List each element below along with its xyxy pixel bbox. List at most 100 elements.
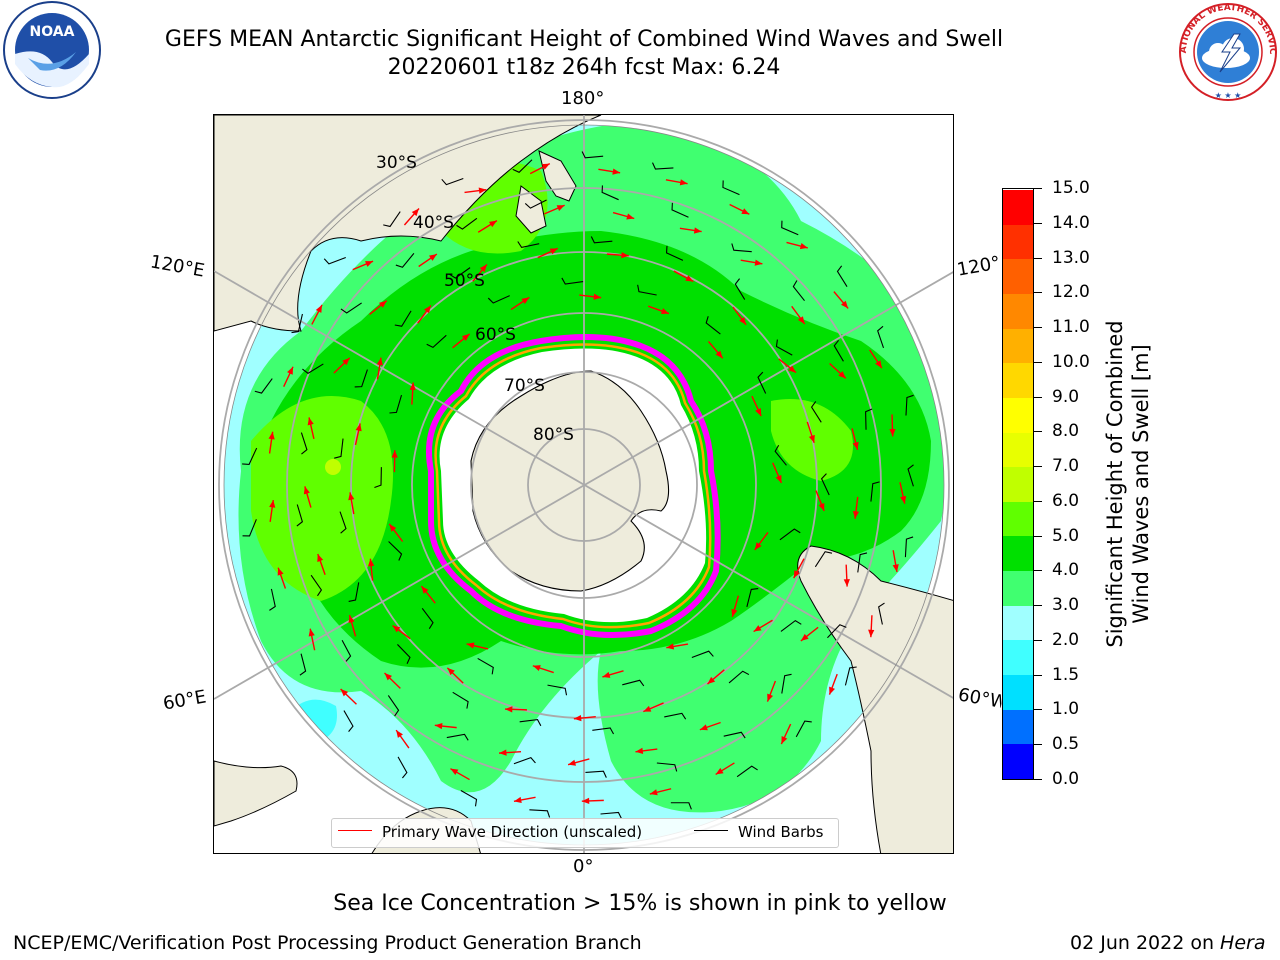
wave-direction-arrowhead [376,357,383,366]
wave-direction-arrowhead [269,500,276,508]
wave-direction-arrowhead [739,317,747,325]
wave-direction-arrowhead [504,706,513,713]
wave-direction-arrowhead [348,492,355,501]
polar-map [214,115,953,853]
lon-label-180: 180° [561,88,605,109]
wave-direction-arrowhead [626,213,635,220]
wave-direction-arrowhead [429,254,437,261]
wave-direction-arrowhead [635,747,644,754]
wind-barb [339,511,347,534]
wind-barb [792,280,805,302]
colorbar-tick [1034,466,1042,468]
lat-label-70s: 70°S [504,376,545,396]
wind-barb [254,378,273,394]
wave-direction-arrowhead [679,179,688,186]
colorbar-bin [1003,536,1033,572]
colorbar-bin [1003,744,1033,779]
wave-direction-arrowhead [268,431,275,440]
wave-direction-arrowhead [793,570,800,579]
lat-label-30s: 30°S [376,153,417,173]
footer-branch: NCEP/EMC/Verification Post Processing Pr… [13,932,642,954]
wave-direction-arrowhead [513,796,522,804]
sea-ice-caption: Sea Ice Concentration > 15% is shown in … [333,891,947,916]
wind-barb [341,639,352,662]
wave-direction-arrowhead [573,714,582,722]
wave-direction-arrowhead [900,495,907,504]
wind-barb [652,162,674,170]
wind-barb [585,770,607,778]
colorbar-bin [1003,190,1033,225]
colorbar-bin [1003,605,1033,641]
wind-barbs-label: Wind Barbs [738,823,824,841]
wave-direction-arrowhead [843,579,850,587]
colorbar-bin [1003,328,1033,364]
wind-barb [590,236,613,244]
primary-wave-label: Primary Wave Direction (unscaled) [382,823,643,841]
colorbar-tick-label: 10.0 [1052,351,1090,372]
wind-barb [833,339,844,362]
noaa-logo-icon: NOAA [3,1,101,99]
wave-direction-arrowhead [731,608,738,617]
wave-direction-arrowhead [365,261,374,267]
wind-barb [600,811,623,819]
wave-direction-arrowhead [303,486,310,495]
wind-barb [746,588,759,607]
colorbar-tick [1034,639,1042,641]
wave-direction-arrowhead [466,642,475,649]
wind-barb [904,536,914,558]
colorbar-tick [1034,674,1042,676]
wind-barb [517,241,540,248]
wind-barb [671,202,689,218]
wind-barb [820,473,830,496]
land [214,115,953,853]
wind-barb [774,444,787,466]
colorbar-bin [1003,259,1033,294]
lon-label-60w: 60°W [956,684,1004,713]
colorbar-bin [1003,571,1033,606]
wave-direction-arrowhead [685,275,694,282]
wind-barb [397,644,411,664]
wind-barb [691,650,714,658]
colorbar-tick [1034,222,1042,224]
colorbar-tick [1034,535,1042,537]
wave-direction-arrowhead [368,558,375,567]
wave-direction-arrowhead [478,187,487,194]
colorbar-tick [1034,709,1042,711]
wind-barb [547,684,568,696]
wave-direction-arrowhead [434,722,443,730]
wind-barb [592,727,615,735]
wind-barb [736,765,758,778]
wave-direction-arrowhead [649,789,658,796]
wind-barb [865,408,873,430]
wave-direction-arrowhead [892,564,899,572]
lon-label-60e: 60°E [161,686,208,715]
colorbar-bin [1003,397,1033,433]
wind-barb [705,316,721,335]
wind-barb [907,464,914,487]
lon-label-0: 0° [573,856,594,877]
wind-barb [905,394,914,416]
colorbar-tick [1034,779,1042,780]
colorbar-tick [1034,327,1042,329]
wave-direction-arrowhead [829,686,835,695]
wave-direction-arrowhead [499,749,507,756]
wind-barb [529,809,551,818]
colorbar-tick-label: 9.0 [1052,386,1080,407]
wind-barb [731,243,752,253]
wind-barb-swatch [694,830,728,831]
wind-barb [296,504,303,527]
wind-barb [622,679,645,687]
wind-barb [441,177,464,186]
colorbar-title-line-2: Wind Waves and Swell [m] [1129,344,1153,624]
wave-direction-arrowhead [340,689,349,697]
wind-barb [310,574,323,597]
colorbar-tick [1034,500,1042,502]
wave-direction-arrowhead [277,567,284,576]
wave-direction-arrowhead [411,208,419,217]
colorbar-tick-label: 1.5 [1052,664,1080,685]
wave-direction-arrowhead [707,676,716,685]
lat-label-50s: 50°S [444,271,485,291]
wave-direction-arrowhead [549,248,558,255]
svg-text:★ ★ ★: ★ ★ ★ [1215,91,1242,100]
wave-direction-arrowhead [800,633,809,641]
